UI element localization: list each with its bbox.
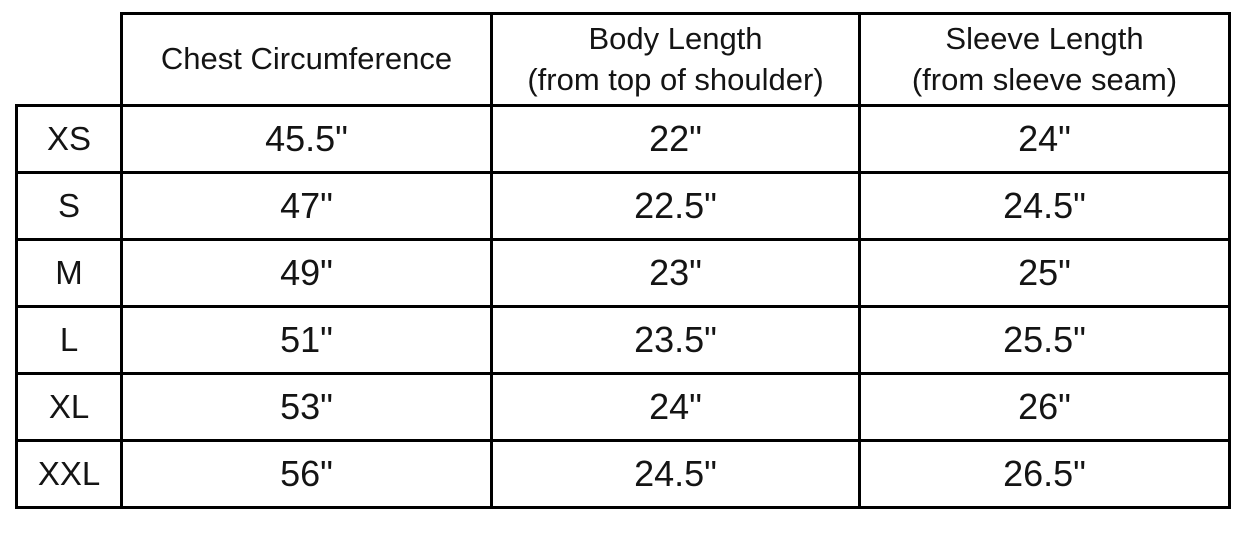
row-header-s: S [15, 171, 123, 241]
cell-m-chest: 49" [120, 238, 493, 308]
table-row-xs: XS 45.5" 22" 24" [15, 104, 1231, 174]
cell-xxl-chest: 56" [120, 439, 493, 509]
cell-m-body: 23" [490, 238, 861, 308]
row-header-xs: XS [15, 104, 123, 174]
row-header-m: M [15, 238, 123, 308]
cell-xs-sleeve: 24" [858, 104, 1231, 174]
corner-cell [17, 14, 122, 106]
column-header-body-length: Body Length (from top of shoulder) [490, 12, 861, 107]
column-header-sleeve-length: Sleeve Length (from sleeve seam) [858, 12, 1231, 107]
table-row-xxl: XXL 56" 24.5" 26.5" [15, 439, 1231, 509]
cell-xs-chest: 45.5" [120, 104, 493, 174]
column-header-subtitle: (from top of shoulder) [527, 61, 824, 97]
cell-m-sleeve: 25" [858, 238, 1231, 308]
column-header-title: Sleeve Length [945, 20, 1144, 56]
row-header-xxl: XXL [15, 439, 123, 509]
cell-l-sleeve: 25.5" [858, 305, 1231, 375]
cell-xxl-sleeve: 26.5" [858, 439, 1231, 509]
size-chart-table: Chest Circumference Body Length (from to… [15, 12, 1231, 509]
cell-xl-sleeve: 26" [858, 372, 1231, 442]
size-chart-header-row: Chest Circumference Body Length (from to… [17, 12, 1231, 107]
column-header-title: Chest Circumference [160, 41, 453, 77]
table-row-xl: XL 53" 24" 26" [15, 372, 1231, 442]
column-header-title: Body Length [588, 20, 763, 56]
column-header-subtitle: (from sleeve seam) [911, 61, 1178, 97]
cell-xs-body: 22" [490, 104, 861, 174]
cell-s-body: 22.5" [490, 171, 861, 241]
row-header-l: L [15, 305, 123, 375]
table-row-m: M 49" 23" 25" [15, 238, 1231, 308]
cell-l-body: 23.5" [490, 305, 861, 375]
cell-l-chest: 51" [120, 305, 493, 375]
table-row-s: S 47" 22.5" 24.5" [15, 171, 1231, 241]
cell-s-sleeve: 24.5" [858, 171, 1231, 241]
column-header-chest-circumference: Chest Circumference [120, 12, 493, 107]
table-row-l: L 51" 23.5" 25.5" [15, 305, 1231, 375]
cell-xxl-body: 24.5" [490, 439, 861, 509]
row-header-xl: XL [15, 372, 123, 442]
cell-s-chest: 47" [120, 171, 493, 241]
cell-xl-body: 24" [490, 372, 861, 442]
cell-xl-chest: 53" [120, 372, 493, 442]
